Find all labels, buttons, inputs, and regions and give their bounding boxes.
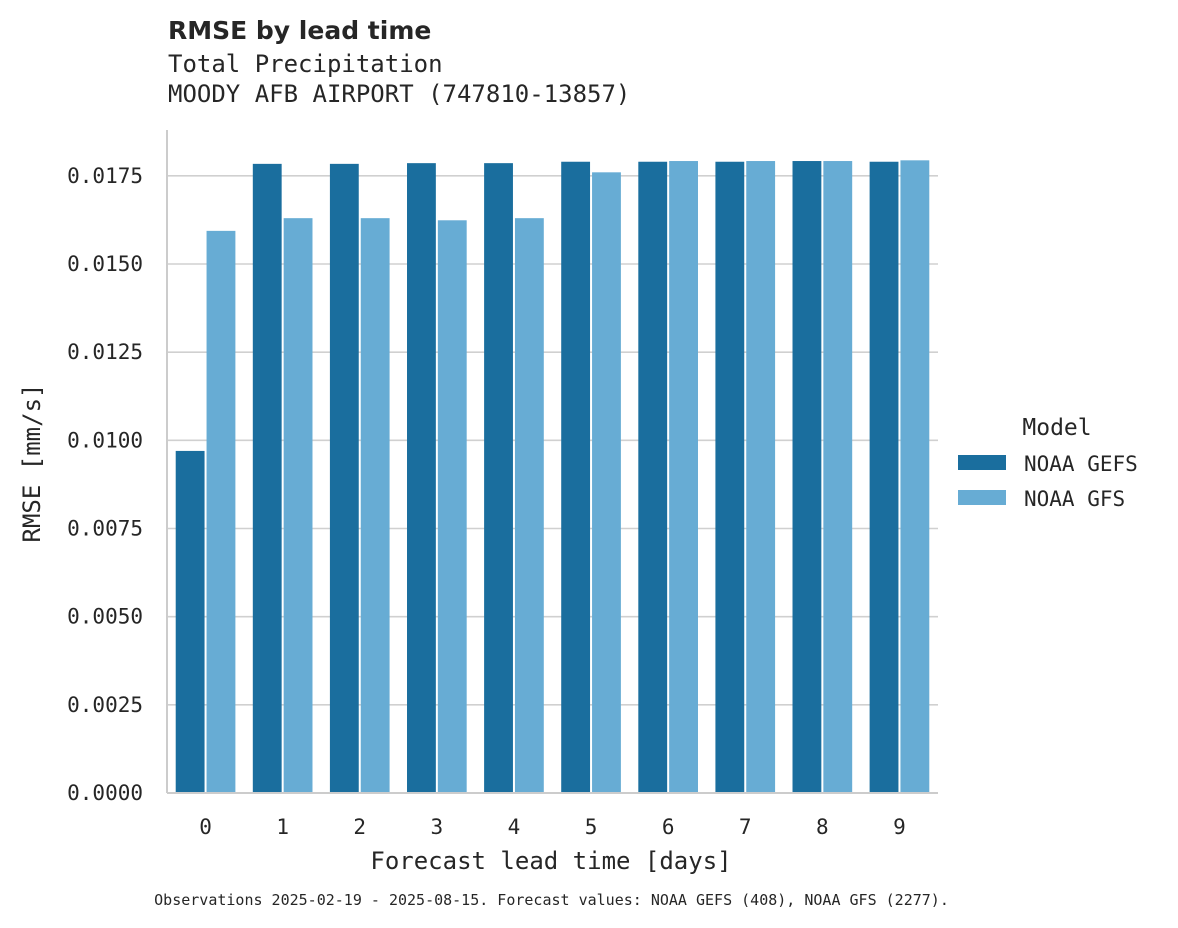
bar-gfs-day-7 bbox=[746, 161, 776, 793]
bar-gefs-day-0 bbox=[175, 450, 205, 793]
bar-gfs-day-5 bbox=[592, 172, 621, 793]
bar-gefs-day-5 bbox=[561, 161, 591, 793]
x-tick-label: 4 bbox=[508, 815, 521, 839]
bar-gfs-day-3 bbox=[437, 220, 467, 793]
bar-gefs-day-7 bbox=[715, 161, 745, 793]
x-tick-label: 2 bbox=[353, 815, 366, 839]
bar-gfs-day-4 bbox=[514, 218, 544, 793]
bar-gefs-day-3 bbox=[407, 163, 436, 793]
y-tick-labels: 0.0000 0.0025 0.0050 0.0075 0.0100 0.0125 0.01… bbox=[67, 164, 143, 805]
bar-gefs-day-9 bbox=[869, 161, 899, 793]
x-tick-label: 0 bbox=[199, 815, 212, 839]
y-tick-label: 0.0050 bbox=[67, 605, 143, 629]
bar-gefs-day-4 bbox=[484, 163, 513, 793]
bar-gefs-day-1 bbox=[252, 163, 282, 793]
bar-gefs-day-2 bbox=[329, 163, 359, 793]
x-tick-label: 9 bbox=[893, 815, 906, 839]
bar-gfs-day-2 bbox=[360, 218, 390, 793]
y-tick-label: 0.0000 bbox=[67, 781, 143, 805]
x-tick-label: 1 bbox=[276, 815, 289, 839]
chart-title: RMSE by lead time bbox=[168, 16, 432, 45]
x-tick-label: 7 bbox=[739, 815, 752, 839]
x-tick-labels: 0 1 2 3 4 5 6 7 8 9 bbox=[199, 815, 906, 839]
bar-gfs-day-6 bbox=[669, 161, 698, 793]
legend: Model NOAA GEFS NOAA GFS bbox=[958, 415, 1138, 511]
y-tick-label: 0.0100 bbox=[67, 428, 143, 452]
y-tick-label: 0.0075 bbox=[67, 517, 143, 541]
legend-title: Model bbox=[1022, 415, 1091, 441]
x-tick-label: 5 bbox=[585, 815, 598, 839]
legend-label-gefs: NOAA GEFS bbox=[1024, 452, 1138, 476]
y-tick-label: 0.0175 bbox=[67, 164, 143, 188]
legend-swatch-gefs bbox=[958, 455, 1006, 470]
bars bbox=[175, 160, 930, 793]
bar-gefs-day-6 bbox=[638, 161, 668, 793]
x-tick-label: 6 bbox=[662, 815, 675, 839]
axes bbox=[166, 130, 938, 794]
y-tick-label: 0.0125 bbox=[67, 340, 143, 364]
bar-gefs-day-8 bbox=[792, 161, 822, 793]
x-tick-label: 8 bbox=[816, 815, 829, 839]
chart-subtitle-station: MOODY AFB AIRPORT (747810-13857) bbox=[168, 80, 631, 108]
chart-footnote: Observations 2025-02-19 - 2025-08-15. Fo… bbox=[154, 891, 949, 909]
y-tick-label: 0.0150 bbox=[67, 252, 143, 276]
bar-gfs-day-9 bbox=[900, 160, 930, 793]
legend-swatch-gfs bbox=[958, 490, 1006, 505]
bar-gfs-day-0 bbox=[206, 230, 236, 793]
x-tick-label: 3 bbox=[431, 815, 444, 839]
legend-label-gfs: NOAA GFS bbox=[1024, 487, 1125, 511]
y-axis-label: RMSE [mm/s] bbox=[18, 384, 46, 543]
x-axis-label: Forecast lead time [days] bbox=[370, 847, 731, 875]
bar-gfs-day-1 bbox=[283, 218, 313, 793]
y-tick-label: 0.0025 bbox=[67, 693, 143, 717]
bar-gfs-day-8 bbox=[823, 161, 853, 793]
chart-subtitle-variable: Total Precipitation bbox=[168, 50, 443, 78]
gridlines bbox=[167, 175, 938, 706]
